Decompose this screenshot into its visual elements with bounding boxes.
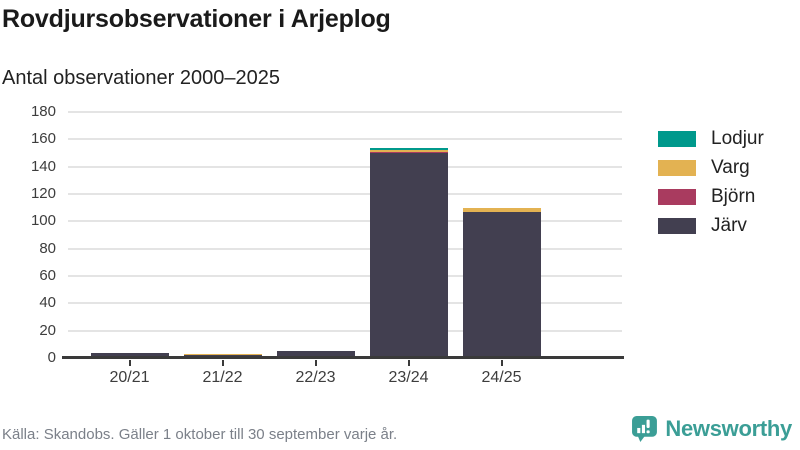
y-axis-tick-label: 0 (47, 349, 56, 366)
x-axis-tick (128, 360, 131, 366)
bar-segment-järv (369, 153, 448, 358)
newsworthy-logo-text: Newsworthy (665, 416, 792, 441)
bar-chart-plot-area: 0 20 40 60 80 100 120 140 160 180 20/21 21/22 22/23 2… (31, 103, 624, 386)
legend-swatch (658, 188, 696, 205)
y-axis-tick-label: 20 (39, 321, 56, 339)
gridline (68, 329, 622, 332)
newsworthy-logo: Newsworthy (631, 415, 792, 443)
x-axis-label: 24/25 (481, 369, 522, 386)
legend-label: Björn (711, 185, 756, 207)
x-axis-label: 22/23 (295, 369, 336, 386)
gridline (68, 111, 622, 113)
gridline (68, 302, 622, 305)
gridline (68, 275, 622, 277)
chart-title: Rovdjursobservationer i Arjeplog (2, 5, 391, 33)
legend-item: Järv (658, 211, 764, 240)
x-axis-line (62, 356, 624, 359)
x-axis-tick (221, 360, 224, 366)
y-axis-tick-label: 180 (30, 103, 56, 120)
gridline (68, 220, 622, 223)
bar-segment-björn (369, 151, 448, 153)
legend-item: Björn (658, 182, 764, 211)
bar-segment-varg (369, 150, 448, 152)
legend-swatch (658, 217, 696, 234)
x-axis-tick (500, 360, 503, 366)
legend-item: Lodjur (658, 124, 764, 153)
y-axis-tick-label: 160 (30, 130, 56, 148)
y-axis-tick-label: 120 (30, 185, 56, 202)
legend-swatch (658, 159, 696, 176)
source-note: Källa: Skandobs. Gäller 1 oktober till 3… (2, 426, 398, 443)
x-axis-label: 21/22 (202, 369, 243, 386)
bar-segment-järv (462, 211, 541, 358)
y-axis-tick-label: 40 (39, 294, 56, 312)
bar-23-24 (369, 147, 448, 358)
x-axis-label: 20/21 (109, 369, 150, 386)
gridline (68, 193, 622, 195)
bar-segment-varg (183, 353, 262, 356)
y-axis-tick-label: 60 (39, 267, 56, 284)
bar-24-25 (462, 207, 541, 358)
x-axis-tick (407, 360, 410, 366)
gridline (68, 247, 622, 250)
bar-segment-lodjur (369, 147, 448, 151)
gridline (68, 138, 622, 141)
x-axis-tick (314, 360, 317, 366)
legend-label: Varg (711, 156, 750, 178)
gridline (68, 165, 622, 168)
x-axis-label: 23/24 (388, 369, 429, 386)
y-axis-tick-label: 100 (30, 212, 56, 230)
legend-label: Lodjur (711, 127, 764, 149)
bar-segment-varg (462, 207, 541, 212)
y-axis-tick-label: 80 (39, 239, 56, 257)
bar-segment-järv (276, 351, 355, 358)
chart-legend: Lodjur Varg Björn Järv (658, 124, 764, 240)
bar-22-23 (276, 351, 355, 358)
bar-segment-järv (90, 352, 169, 358)
legend-label: Järv (711, 214, 747, 236)
legend-item: Varg (658, 153, 764, 182)
chart-subtitle: Antal observationer 2000–2025 (2, 67, 280, 89)
legend-swatch (658, 130, 696, 147)
bar-20-21 (90, 352, 169, 358)
y-axis-tick-label: 140 (30, 157, 56, 175)
newsworthy-logo-icon (632, 416, 658, 442)
